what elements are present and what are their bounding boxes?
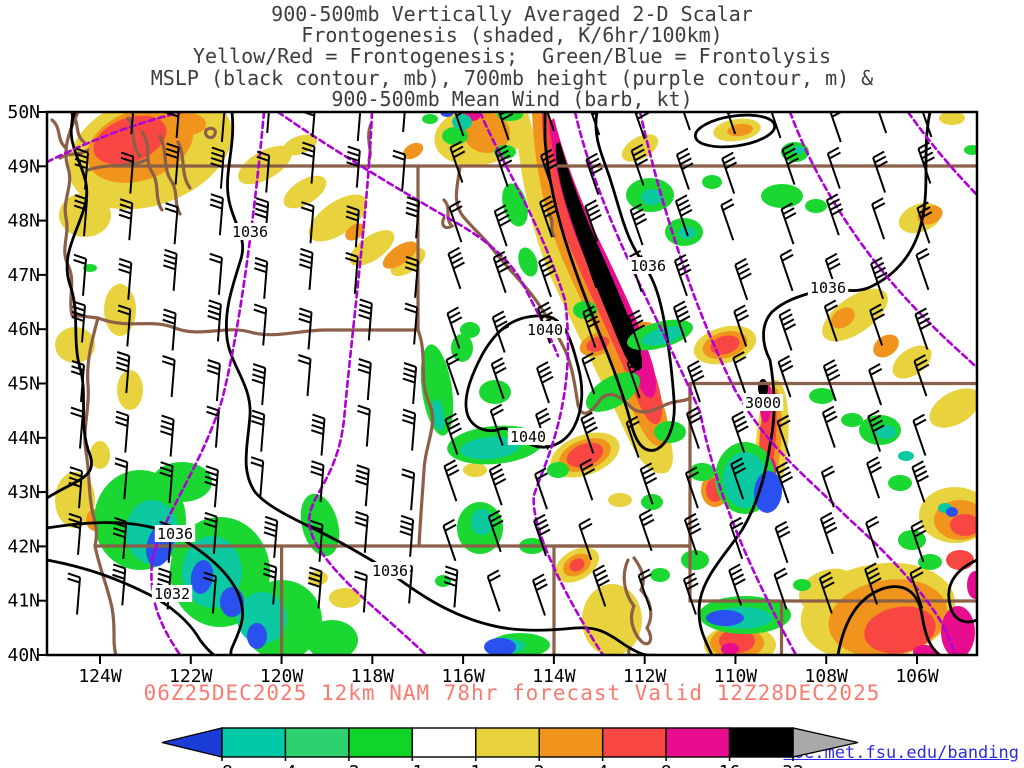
lat-label: 46N — [7, 319, 40, 340]
lon-label: 118W — [351, 666, 395, 687]
lat-label: 49N — [7, 156, 40, 177]
contour-label: 1032 — [154, 585, 190, 603]
contour-label: 1040 — [510, 428, 546, 446]
colorbar-tick-label: -2 — [338, 762, 360, 768]
colorbar-tick-label: 16 — [719, 762, 741, 768]
lon-label: 116W — [441, 666, 485, 687]
title-line-3: Yellow/Red = Frontogenesis; Green/Blue =… — [192, 44, 832, 68]
lon-label: 122W — [169, 666, 213, 687]
axis-ticks — [37, 111, 919, 664]
colorbar-tick-label: 2 — [534, 762, 545, 768]
lat-label: 41N — [7, 591, 40, 612]
contour-label: 1036 — [810, 279, 846, 297]
lon-label: 114W — [532, 666, 576, 687]
contour-label: 1036 — [372, 562, 408, 580]
title-line-4: MSLP (black contour, mb), 700mb height (… — [150, 66, 874, 90]
colorbar-tick-label: 8 — [661, 762, 672, 768]
lat-label: 44N — [7, 428, 40, 449]
colorbar-tick-label: 32 — [782, 762, 804, 768]
mslp-contours — [48, 113, 976, 654]
forecast-valid-text: 06Z25DEC2025 12km NAM 78hr forecast Vali… — [143, 681, 881, 705]
lat-label: 48N — [7, 211, 40, 232]
shading-layer — [55, 113, 976, 654]
lon-label: 108W — [805, 666, 849, 687]
lon-label: 124W — [78, 666, 122, 687]
title-line-1: 900-500mb Vertically Averaged 2-D Scalar — [271, 2, 753, 26]
wind-barbs — [67, 113, 935, 616]
colorbar: -8 -4 -2 -1 1 2 4 8 16 32 — [161, 727, 859, 768]
contour-label: 1036 — [157, 525, 193, 543]
title-line-5: 900-500mb Mean Wind (barb, kt) — [331, 87, 693, 111]
title-line-2: Frontogenesis (shaded, K/6hr/100km) — [301, 23, 723, 47]
lat-label: 50N — [7, 102, 40, 123]
lat-label: 42N — [7, 536, 40, 557]
lat-label: 45N — [7, 374, 40, 395]
contour-label: 1036 — [232, 223, 268, 241]
colorbar-tick-label: -8 — [211, 762, 233, 768]
site-link[interactable]: moe.met.fsu.edu/banding — [783, 743, 1019, 763]
lon-label: 106W — [895, 666, 939, 687]
lon-label: 110W — [714, 666, 758, 687]
lat-label: 43N — [7, 482, 40, 503]
lon-label: 112W — [623, 666, 667, 687]
colorbar-tick-label: -1 — [401, 762, 423, 768]
colorbar-tick-label: 4 — [597, 762, 608, 768]
axis-labels: 50N 49N 48N 47N 46N 45N 44N 43N 42N 41N 40N 124W 122… — [7, 102, 938, 687]
contour-label: 1040 — [527, 321, 563, 339]
height-contours — [48, 113, 976, 654]
colorbar-tick-label: 1 — [470, 762, 481, 768]
lon-label: 120W — [260, 666, 304, 687]
contour-labels: 1036 1036 1036 1040 1040 1036 1032 1036 3000 — [151, 223, 849, 603]
contour-label: 1036 — [630, 257, 666, 275]
lat-label: 47N — [7, 265, 40, 286]
colorbar-tick-label: -4 — [275, 762, 297, 768]
contour-label: 3000 — [745, 394, 781, 412]
lat-label: 40N — [7, 645, 40, 666]
